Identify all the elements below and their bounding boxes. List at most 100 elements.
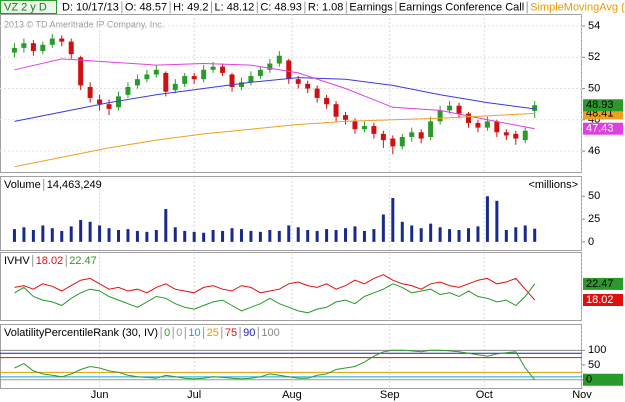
candle-body (106, 104, 112, 109)
volume-bar (523, 225, 527, 242)
volume-bar (126, 229, 130, 242)
candle-body (210, 66, 216, 70)
panel-title: IVHV (4, 255, 30, 267)
panel-title: VolatilityPercentileRank (30, IV) (4, 327, 158, 339)
candle-body (78, 57, 84, 86)
volume-bar (192, 231, 196, 242)
volume-bar (476, 226, 480, 242)
volume-bar (164, 209, 168, 242)
candle-body (513, 133, 519, 139)
price-panel (0, 14, 582, 173)
candle-body (324, 97, 330, 105)
volume-bar (145, 231, 149, 242)
candle-body (182, 76, 188, 84)
x-tick-label: Sep (380, 389, 400, 401)
candle-body (144, 74, 150, 80)
candle-body (286, 60, 292, 80)
volume-bar (325, 229, 329, 242)
candle-body (437, 110, 443, 122)
volume-bar (296, 227, 300, 242)
header-item: Earnings Conference Call (399, 1, 524, 13)
candle-body (97, 99, 103, 105)
unit-label: <millions> (528, 179, 578, 191)
candle-body (371, 126, 377, 134)
volume-bar (362, 230, 366, 242)
volume-bar (50, 228, 54, 242)
volume-bar (334, 230, 338, 242)
volume-bar (287, 225, 291, 242)
header-item: C: 48.93 (260, 1, 302, 13)
candle-body (305, 83, 311, 89)
volume-bar (258, 231, 262, 242)
series-readout: 0 (164, 327, 170, 339)
series-line (14, 274, 536, 301)
volume-bar (457, 230, 461, 242)
candle-body (361, 126, 367, 130)
level-label: 100 (261, 327, 279, 339)
value-tag: 18.02 (586, 294, 614, 306)
candle-body (532, 105, 538, 111)
volume-bar (249, 230, 253, 242)
symbol[interactable]: VZ 2 y D (4, 1, 47, 13)
volume-bar (448, 229, 452, 242)
candle-body (522, 130, 528, 141)
y-tick-label: 50 (588, 190, 600, 202)
candle-body (21, 43, 27, 48)
series-line (14, 283, 536, 314)
candle-body (134, 79, 140, 86)
volume-bar (239, 229, 243, 242)
volume-bar (183, 230, 187, 242)
candle-body (30, 43, 36, 52)
candle-body (201, 69, 207, 80)
header-item: L: 48.12 (215, 1, 255, 13)
candle-body (390, 138, 396, 147)
level-label: 25 (207, 327, 219, 339)
percentile-panel (0, 324, 582, 389)
volume-bar (41, 225, 45, 242)
candle-body (11, 47, 17, 53)
volume-bar (372, 229, 376, 242)
volume-bar (230, 228, 234, 242)
candle-body (49, 38, 55, 45)
panel-title: Volume (4, 179, 41, 191)
volume-bar (277, 230, 281, 242)
candle-body (314, 88, 320, 98)
candle-body (248, 76, 254, 83)
x-tick-label: Aug (282, 389, 302, 401)
volume-bar (306, 230, 310, 242)
volume-bar (211, 230, 215, 242)
volume-readout: 14,463,249 (47, 179, 102, 191)
volume-bar (391, 198, 395, 242)
watermark: 2013 © TD Ameritrade IP Company, Inc. (4, 19, 164, 29)
volume-bar (504, 230, 508, 242)
y-tick-label: 46 (588, 145, 600, 157)
candle-body (220, 66, 226, 73)
price-plot (0, 14, 582, 172)
volume-bar (22, 227, 26, 242)
level-label: 0 (176, 327, 182, 339)
value-tag-box (583, 373, 623, 386)
symbol-box[interactable] (0, 0, 57, 14)
y-tick-label: 100 (588, 344, 606, 356)
volume-bar (400, 221, 404, 242)
volume-plot (12, 178, 582, 250)
y-tick-label: 54 (588, 20, 600, 32)
volume-bar (533, 228, 537, 242)
candle-body (153, 69, 159, 75)
value-tag-box (583, 122, 623, 135)
header-item: H: 49.2 (173, 1, 208, 13)
series-line (14, 349, 536, 381)
value-tag: 0 (586, 374, 592, 386)
candle-body (380, 133, 386, 141)
volume-bar (410, 225, 414, 242)
candle-body (116, 96, 122, 108)
volume-bar (79, 219, 83, 242)
candle-body (456, 105, 462, 114)
percentile-plot (0, 326, 582, 388)
x-tick-label: Jul (187, 389, 201, 401)
candle-body (484, 121, 490, 128)
header-item: SimpleMovingAvg (CL (530, 1, 625, 13)
